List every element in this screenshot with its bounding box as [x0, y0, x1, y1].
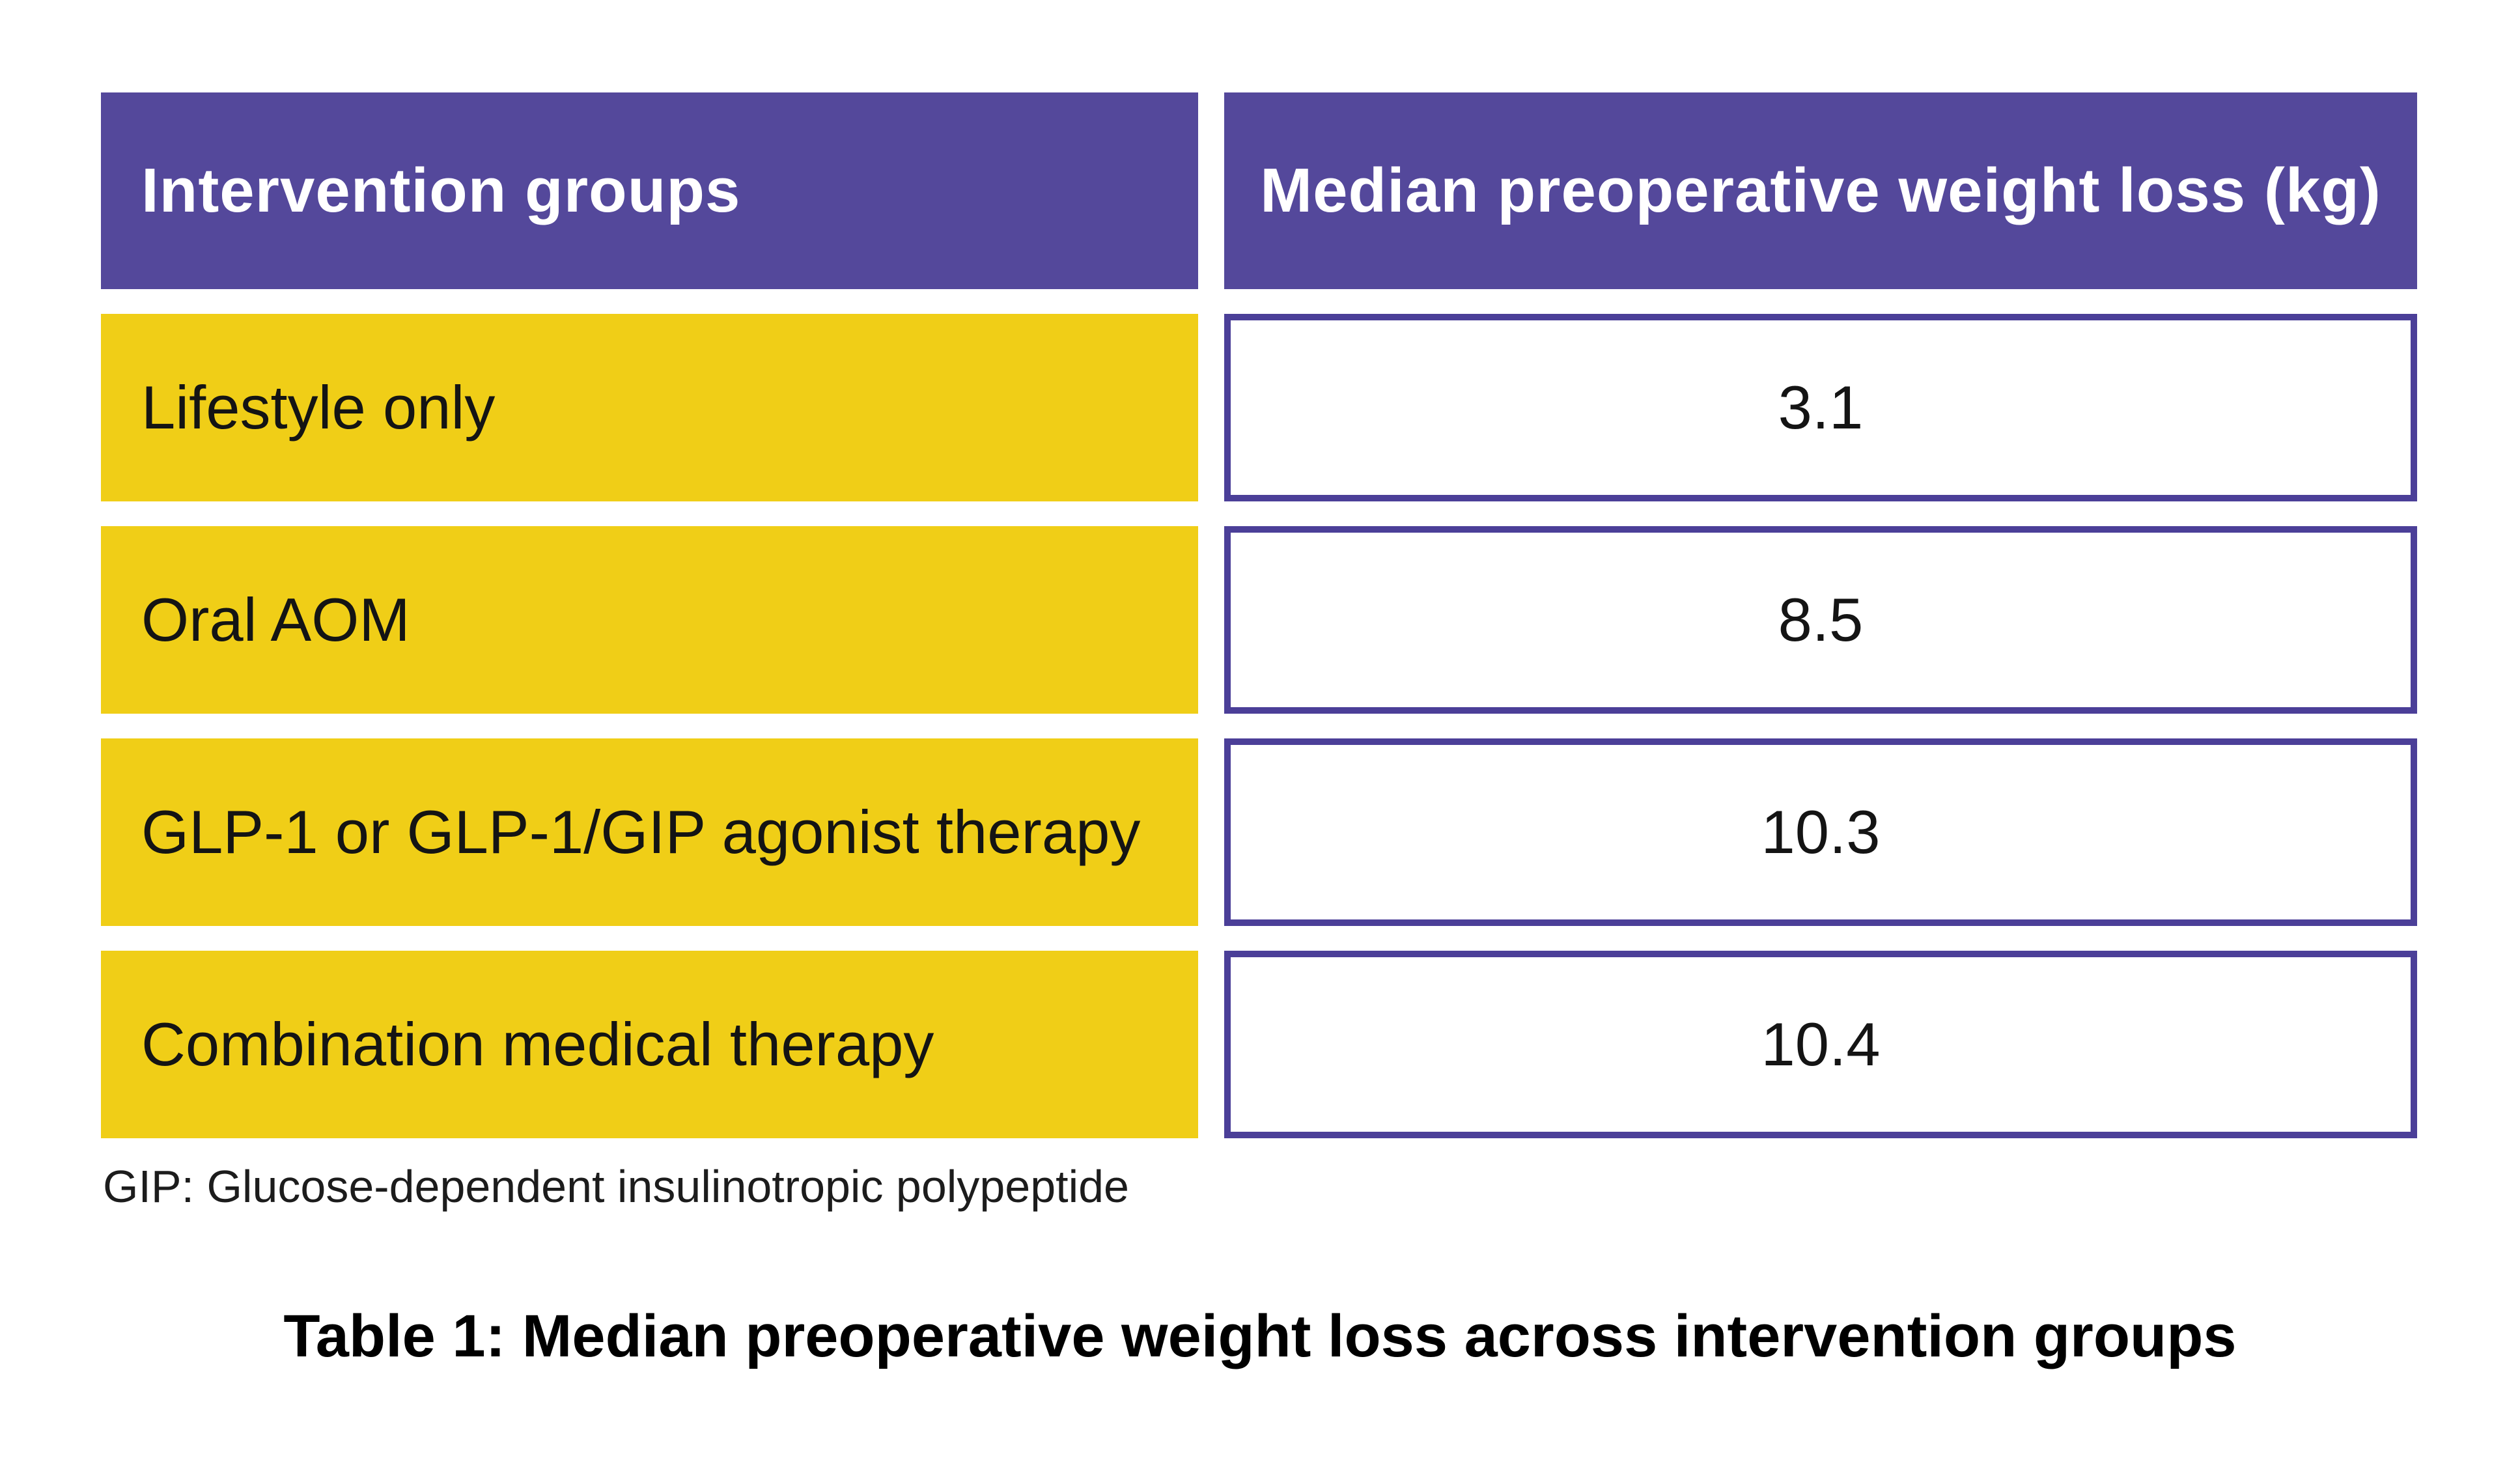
- row-value-lifestyle-only: 3.1: [1224, 314, 2417, 501]
- intervention-table: Intervention groups Median preoperative …: [101, 92, 2417, 1138]
- row-label-oral-aom: Oral AOM: [101, 526, 1198, 714]
- column-header-median-weight-loss: Median preoperative weight loss (kg): [1224, 92, 2417, 289]
- row-label-combination-medical-therapy: Combination medical therapy: [101, 951, 1198, 1138]
- gip-abbreviation-footnote: GIP: Glucose-dependent insulinotropic po…: [103, 1161, 1129, 1212]
- row-value-combination-medical-therapy: 10.4: [1224, 951, 2417, 1138]
- table-caption: Table 1: Median preoperative weight loss…: [283, 1303, 2237, 1369]
- column-header-intervention-groups: Intervention groups: [101, 92, 1198, 289]
- row-value-glp1-agonist-therapy: 10.3: [1224, 738, 2417, 926]
- row-value-oral-aom: 8.5: [1224, 526, 2417, 714]
- row-label-glp1-agonist-therapy: GLP-1 or GLP-1/GIP agonist therapy: [101, 738, 1198, 926]
- row-label-lifestyle-only: Lifestyle only: [101, 314, 1198, 501]
